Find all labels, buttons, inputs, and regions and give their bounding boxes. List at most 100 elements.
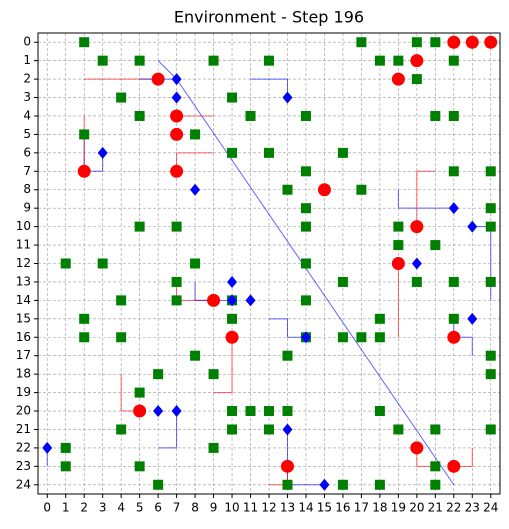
obstacle bbox=[448, 55, 459, 66]
agent bbox=[465, 35, 479, 49]
plot-frame bbox=[37, 32, 501, 495]
obstacle bbox=[60, 461, 71, 472]
agent bbox=[391, 72, 405, 86]
obstacle bbox=[134, 461, 145, 472]
obstacle bbox=[485, 276, 496, 287]
target bbox=[282, 423, 293, 436]
agent bbox=[151, 72, 165, 86]
obstacle bbox=[430, 37, 441, 48]
y-tick-label: 6 bbox=[23, 145, 31, 159]
x-tick-label: 1 bbox=[62, 501, 70, 515]
obstacle bbox=[190, 258, 201, 269]
obstacle bbox=[300, 110, 311, 121]
obstacle bbox=[411, 276, 422, 287]
obstacle bbox=[411, 74, 422, 85]
target bbox=[171, 73, 182, 86]
y-tick-label: 21 bbox=[16, 422, 31, 436]
target bbox=[227, 294, 238, 307]
agent bbox=[170, 127, 184, 141]
obstacle bbox=[264, 424, 274, 435]
x-tick-label: 0 bbox=[43, 501, 51, 515]
agent bbox=[133, 404, 147, 418]
x-tick-label: 11 bbox=[243, 501, 258, 515]
x-tick-label: 23 bbox=[465, 501, 480, 515]
x-tick-label: 6 bbox=[154, 501, 162, 515]
obstacle bbox=[264, 406, 274, 417]
agent bbox=[280, 459, 294, 473]
y-tick-label: 1 bbox=[23, 53, 31, 67]
x-tick-label: 8 bbox=[191, 501, 199, 515]
y-tick-label: 15 bbox=[16, 311, 31, 325]
trail bbox=[269, 318, 306, 338]
x-tick-label: 10 bbox=[224, 501, 239, 515]
obstacle bbox=[374, 332, 385, 343]
target bbox=[245, 294, 256, 307]
obstacle bbox=[264, 147, 274, 158]
obstacle bbox=[411, 37, 422, 48]
obstacle bbox=[393, 240, 404, 251]
agent bbox=[77, 164, 91, 178]
obstacle bbox=[374, 479, 385, 490]
obstacle bbox=[337, 276, 348, 287]
target bbox=[153, 405, 164, 418]
obstacle bbox=[374, 406, 385, 417]
x-tick-label: 3 bbox=[99, 501, 107, 515]
obstacle bbox=[134, 221, 145, 232]
y-tick-label: 3 bbox=[23, 90, 31, 104]
y-tick-label: 17 bbox=[16, 348, 31, 362]
x-tick-label: 5 bbox=[136, 501, 144, 515]
obstacle bbox=[208, 442, 219, 453]
obstacle bbox=[393, 424, 404, 435]
obstacle bbox=[485, 424, 496, 435]
y-tick-label: 5 bbox=[23, 127, 31, 141]
y-tick-label: 22 bbox=[16, 440, 31, 454]
obstacle bbox=[356, 332, 367, 343]
obstacle bbox=[300, 295, 311, 306]
trail bbox=[250, 78, 288, 98]
obstacle bbox=[448, 110, 459, 121]
obstacle bbox=[337, 147, 348, 158]
obstacle bbox=[79, 37, 90, 48]
obstacle bbox=[356, 37, 367, 48]
target bbox=[319, 478, 330, 491]
obstacle bbox=[60, 258, 71, 269]
x-tick-label: 24 bbox=[483, 501, 498, 515]
obstacle bbox=[485, 350, 496, 361]
y-tick-label: 24 bbox=[16, 477, 31, 491]
x-tick-label: 18 bbox=[372, 501, 387, 515]
y-tick-label: 11 bbox=[16, 238, 31, 252]
obstacle bbox=[430, 240, 441, 251]
obstacle bbox=[171, 295, 182, 306]
x-tick-label: 13 bbox=[280, 501, 295, 515]
y-tick-label: 0 bbox=[23, 35, 31, 49]
obstacle bbox=[485, 203, 496, 214]
x-tick-label: 9 bbox=[210, 501, 218, 515]
x-tick-label: 19 bbox=[391, 501, 406, 515]
obstacle bbox=[393, 55, 404, 66]
agent bbox=[207, 293, 221, 307]
trail bbox=[213, 337, 233, 394]
y-tick-label: 16 bbox=[16, 330, 31, 344]
obstacle bbox=[60, 442, 71, 453]
y-tick-label: 10 bbox=[16, 219, 31, 233]
agent bbox=[317, 183, 331, 197]
trail bbox=[416, 170, 436, 227]
obstacle bbox=[337, 479, 348, 490]
obstacle bbox=[430, 110, 441, 121]
obstacle bbox=[153, 369, 164, 380]
obstacle bbox=[448, 166, 459, 177]
x-tick-label: 22 bbox=[446, 501, 461, 515]
x-tick-label: 17 bbox=[354, 501, 369, 515]
obstacle bbox=[190, 129, 201, 140]
obstacle bbox=[97, 258, 108, 269]
obstacle bbox=[134, 55, 145, 66]
obstacle bbox=[300, 166, 311, 177]
obstacle bbox=[227, 313, 238, 324]
agent bbox=[484, 35, 498, 49]
target bbox=[282, 91, 293, 104]
x-tick-label: 20 bbox=[409, 501, 424, 515]
obstacle bbox=[171, 276, 182, 287]
obstacle bbox=[485, 369, 496, 380]
obstacle bbox=[116, 424, 127, 435]
x-tick-label: 4 bbox=[117, 501, 125, 515]
